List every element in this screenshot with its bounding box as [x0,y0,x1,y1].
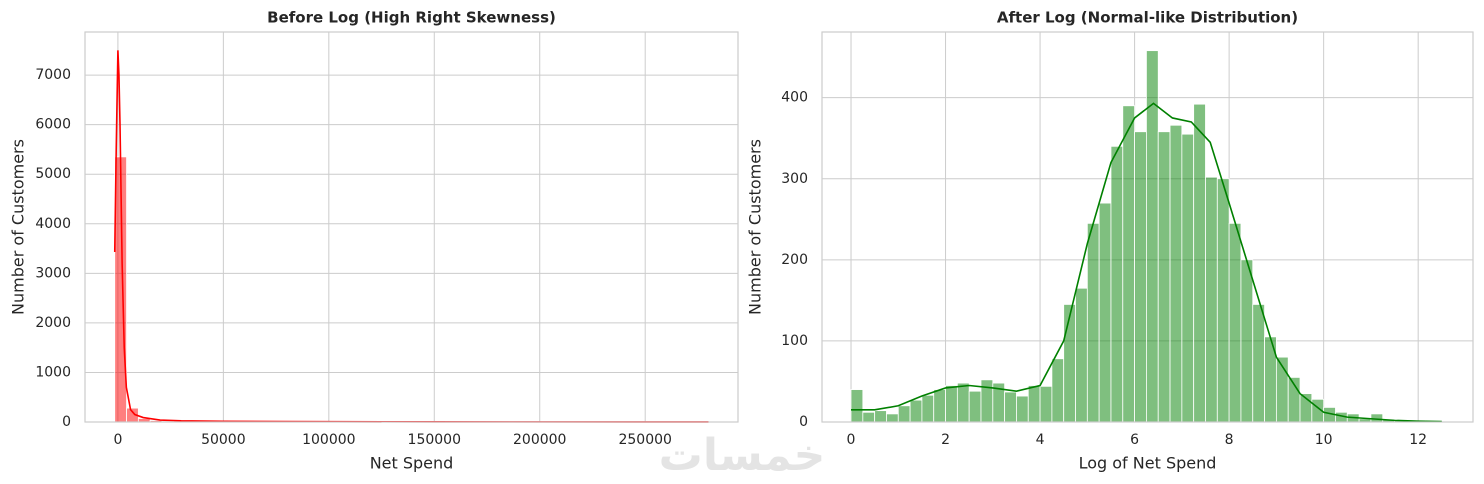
y-tick-label: 3000 [35,265,71,281]
y-axis-label: Number of Customers [746,139,765,315]
chart-title: Before Log (High Right Skewness) [267,9,556,27]
bar [1051,358,1065,423]
x-axis-label: Log of Net Spend [1079,454,1217,473]
axes-frame [84,31,739,423]
x-tick-label: 250000 [618,432,671,448]
bar [956,382,970,423]
bar [1157,131,1171,423]
bar [968,390,982,423]
bar [1252,304,1265,423]
watermark: خمسات [659,430,826,481]
bar [1169,124,1183,423]
bar [1370,413,1384,423]
x-tick-label: 4 [1036,432,1045,448]
bar [933,389,946,423]
x-tick-label: 100000 [302,432,355,448]
y-tick-label: 2000 [35,315,71,331]
bar [1216,178,1230,423]
x-tick-label: 6 [1130,432,1139,448]
bar [897,405,911,423]
kde-line [113,50,709,423]
bar [1004,391,1017,423]
y-tick-label: 5000 [35,166,71,182]
y-axis-label: Number of Customers [9,139,28,315]
chart-title: After Log (Normal-like Distribution) [997,9,1298,27]
bar [1098,202,1112,423]
bar [1110,145,1124,423]
bar [886,413,899,423]
bar [1181,133,1195,423]
y-tick-label: 200 [781,252,808,268]
bar [1063,304,1076,423]
bar [850,389,864,423]
bar [1075,287,1088,423]
axes-frame [821,31,1474,423]
y-tick-label: 1000 [35,364,71,380]
bar [909,399,923,423]
x-tick-label: 12 [1409,432,1427,448]
bar [862,411,876,423]
bar [1027,385,1041,423]
x-tick-label: 0 [847,432,856,448]
y-tick-label: 4000 [35,216,71,232]
bar [1228,222,1242,423]
bar [1122,105,1135,423]
bar [874,410,887,423]
x-tick-label: 0 [113,432,122,448]
y-tick-label: 0 [62,414,71,430]
bar [1039,385,1053,423]
x-tick-label: 200000 [513,432,566,448]
x-tick-label: 150000 [408,432,461,448]
bar [1016,395,1029,423]
kde-line [851,102,1442,423]
x-tick-label: 8 [1225,432,1234,448]
x-tick-label: 2 [941,432,950,448]
bar [921,394,935,423]
x-tick-label: 10 [1315,432,1333,448]
x-axis-label: Net Spend [370,454,454,473]
x-tick-label: 50000 [201,432,246,448]
bar [1134,131,1147,423]
bar [1205,176,1218,423]
y-tick-label: 400 [781,90,808,106]
y-tick-label: 0 [799,414,808,430]
bar [1086,222,1100,423]
y-tick-label: 300 [781,171,808,187]
y-tick-label: 7000 [35,67,71,83]
bar [1193,103,1206,423]
y-tick-label: 6000 [35,117,71,133]
y-tick-label: 100 [781,333,808,349]
bar [1240,259,1254,423]
bar [945,385,958,423]
